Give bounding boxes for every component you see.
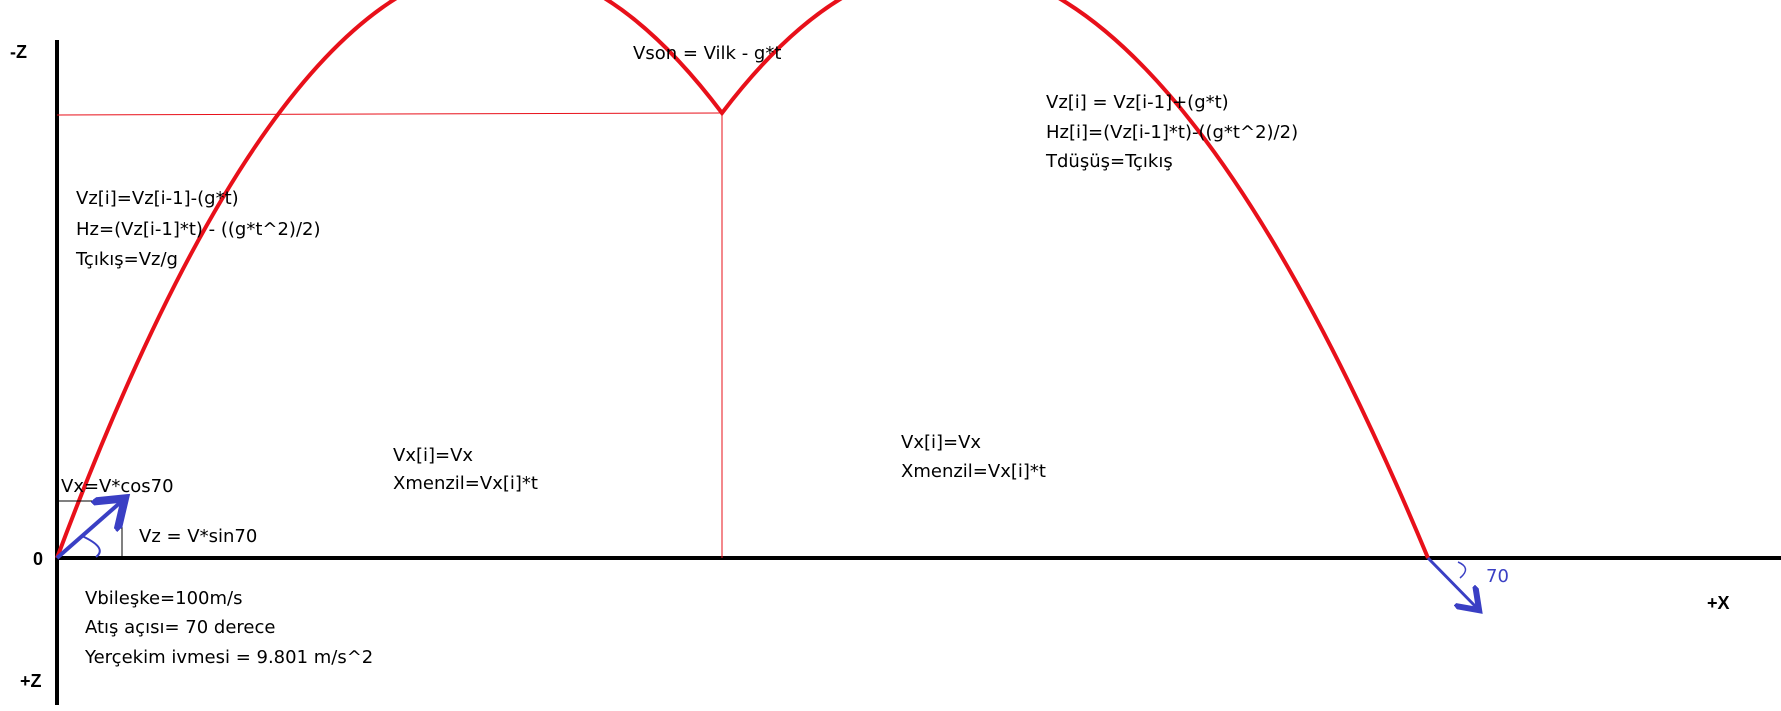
param-gravity: Yerçekim ivmesi = 9.801 m/s^2: [84, 647, 373, 668]
ascent-formula-1: Vz[i]=Vz[i-1]-(g*t): [76, 188, 239, 209]
vz-component-label: Vz = V*sin70: [139, 526, 257, 547]
impact-angle-arc: [1457, 561, 1467, 579]
param-angle: Atış açısı= 70 derece: [85, 617, 275, 638]
ascent-formula-3: Tçıkış=Vz/g: [75, 249, 178, 270]
param-velocity: Vbileşke=100m/s: [85, 588, 242, 609]
launch-angle-arc: [81, 535, 101, 558]
peak-velocity-formula: Vson = Vilk - g*t: [633, 43, 781, 64]
trajectory-curve: [55, 0, 1430, 559]
vx-component-label: Vx=V*cos70: [61, 476, 174, 497]
launch-velocity-arrow: [55, 501, 122, 560]
horizontal-right-formula-1: Vx[i]=Vx: [901, 432, 981, 453]
impact-angle-label: 70: [1486, 566, 1509, 587]
descent-formula-1: Vz[i] = Vz[i-1]+(g*t): [1046, 92, 1229, 113]
descent-formula-3: Tdüşüş=Tçıkış: [1045, 151, 1173, 172]
impact-velocity-arrow: [1426, 556, 1477, 608]
horizontal-left-formula-1: Vx[i]=Vx: [393, 445, 473, 466]
horizontal-right-formula-2: Xmenzil=Vx[i]*t: [901, 461, 1046, 482]
max-height-line: [56, 112, 723, 116]
origin-label: 0: [33, 549, 43, 569]
plus-z-label: +Z: [20, 671, 42, 691]
minus-z-label: -Z: [10, 42, 27, 62]
ascent-formula-2: Hz=(Vz[i-1]*t) - ((g*t^2)/2): [76, 219, 321, 240]
horizontal-left-formula-2: Xmenzil=Vx[i]*t: [393, 473, 538, 494]
plus-x-label: +X: [1707, 593, 1730, 613]
descent-formula-2: Hz[i]=(Vz[i-1]*t)-((g*t^2)/2): [1046, 122, 1298, 143]
